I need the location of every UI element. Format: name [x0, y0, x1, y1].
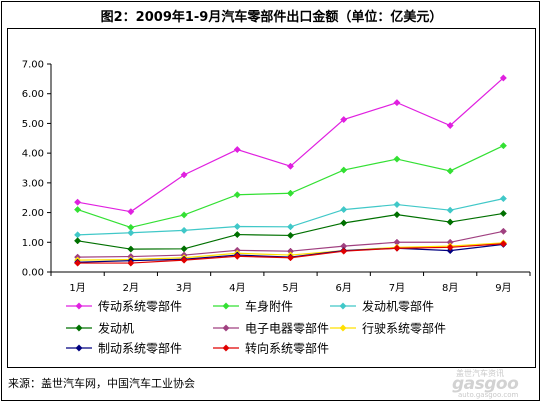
data-point	[446, 206, 454, 214]
data-point	[127, 208, 135, 216]
x-tick-label: 3月	[176, 282, 192, 294]
x-tick-label: 9月	[495, 282, 511, 294]
legend-label: 转向系统零部件	[245, 341, 329, 356]
data-point	[180, 245, 188, 253]
x-tick-label: 1月	[69, 282, 85, 294]
x-tick-label: 2月	[123, 282, 139, 294]
data-point	[180, 256, 188, 264]
source-note: 来源：盖世汽车网，中国汽车工业协会	[8, 377, 195, 390]
legend-marker	[75, 324, 83, 332]
data-point	[233, 146, 241, 154]
legend-marker	[222, 302, 230, 310]
x-tick-label: 7月	[389, 282, 405, 294]
data-point	[340, 166, 348, 174]
data-point	[127, 245, 135, 253]
data-point	[74, 206, 82, 214]
data-point	[393, 155, 401, 163]
data-point	[499, 209, 507, 218]
y-tick-label: 7.00	[22, 60, 44, 71]
data-point	[74, 198, 82, 206]
data-point	[74, 231, 82, 239]
series-line	[77, 145, 504, 229]
data-point	[499, 195, 507, 203]
legend-marker	[222, 324, 230, 332]
chart-area: 0.00 1.00 2.00 3.00 4.00 5.00 6.00 7.00 1月 2月 3月 4月…	[7, 28, 536, 368]
watermark-line3: auto.gasgoo.com	[458, 391, 519, 399]
data-point	[499, 142, 507, 150]
legend-marker	[339, 324, 347, 332]
watermark-line1: 盖世汽车资讯	[456, 369, 504, 378]
data-point	[233, 252, 241, 260]
data-point	[446, 218, 454, 226]
legend-marker	[339, 302, 347, 310]
data-point	[127, 259, 135, 267]
legend-marker	[222, 344, 230, 352]
data-point	[340, 247, 348, 255]
series-line	[77, 212, 504, 250]
data-point	[233, 191, 241, 199]
data-point	[74, 237, 82, 245]
legend-label: 发动机	[98, 321, 134, 336]
data-point	[446, 243, 454, 251]
legend-label: 电子电器零部件	[245, 321, 329, 336]
y-tick-label: 6.00	[22, 89, 44, 100]
data-point	[393, 200, 401, 209]
watermark-line2: gasgoo	[452, 374, 519, 394]
legend-label: 发动机零部件	[362, 299, 434, 314]
data-point	[180, 171, 188, 179]
legend-label: 传动系统零部件	[98, 299, 182, 314]
data-point	[446, 121, 454, 130]
data-point	[340, 116, 348, 124]
y-tick-label: 0.00	[22, 268, 44, 279]
chart-title: 图2：2009年1-9月汽车零部件出口金额（单位：亿美元）	[100, 10, 443, 25]
x-tick-label: 6月	[336, 282, 352, 294]
legend-marker	[75, 302, 83, 310]
data-point	[180, 226, 188, 234]
data-point	[127, 229, 135, 237]
data-point	[286, 254, 295, 262]
legend-label: 行驶系统零部件	[362, 321, 446, 336]
data-point	[393, 244, 401, 252]
line-chart: 0.00 1.00 2.00 3.00 4.00 5.00 6.00 7.00 1月 2月 3月 4月…	[22, 60, 531, 356]
data-point	[393, 99, 401, 107]
data-point	[499, 74, 507, 82]
data-point	[340, 219, 348, 227]
data-point	[446, 167, 454, 175]
data-point	[286, 189, 295, 197]
gasgoo-watermark-logo: 盖世汽车资讯 gasgoo auto.gasgoo.com	[446, 368, 538, 400]
data-point	[286, 162, 295, 170]
data-point	[233, 231, 241, 239]
legend-marker	[75, 344, 83, 352]
data-point	[74, 259, 82, 267]
data-point	[233, 222, 241, 231]
y-tick-label: 5.00	[22, 119, 44, 130]
y-tick-label: 3.00	[22, 178, 44, 189]
data-point	[286, 231, 295, 240]
data-point	[340, 206, 348, 214]
x-tick-label: 8月	[442, 282, 458, 294]
legend-label: 制动系统零部件	[98, 341, 182, 356]
x-tick-label: 4月	[229, 282, 245, 294]
data-point	[393, 211, 401, 219]
y-tick-label: 1.00	[22, 238, 44, 249]
y-tick-label: 2.00	[22, 208, 44, 219]
data-point	[286, 223, 295, 231]
y-tick-label: 4.00	[22, 149, 44, 160]
data-point	[180, 211, 188, 219]
data-point	[499, 227, 507, 235]
data-point	[499, 240, 507, 248]
x-tick-label: 5月	[282, 282, 298, 294]
legend-label: 车身附件	[245, 299, 293, 314]
